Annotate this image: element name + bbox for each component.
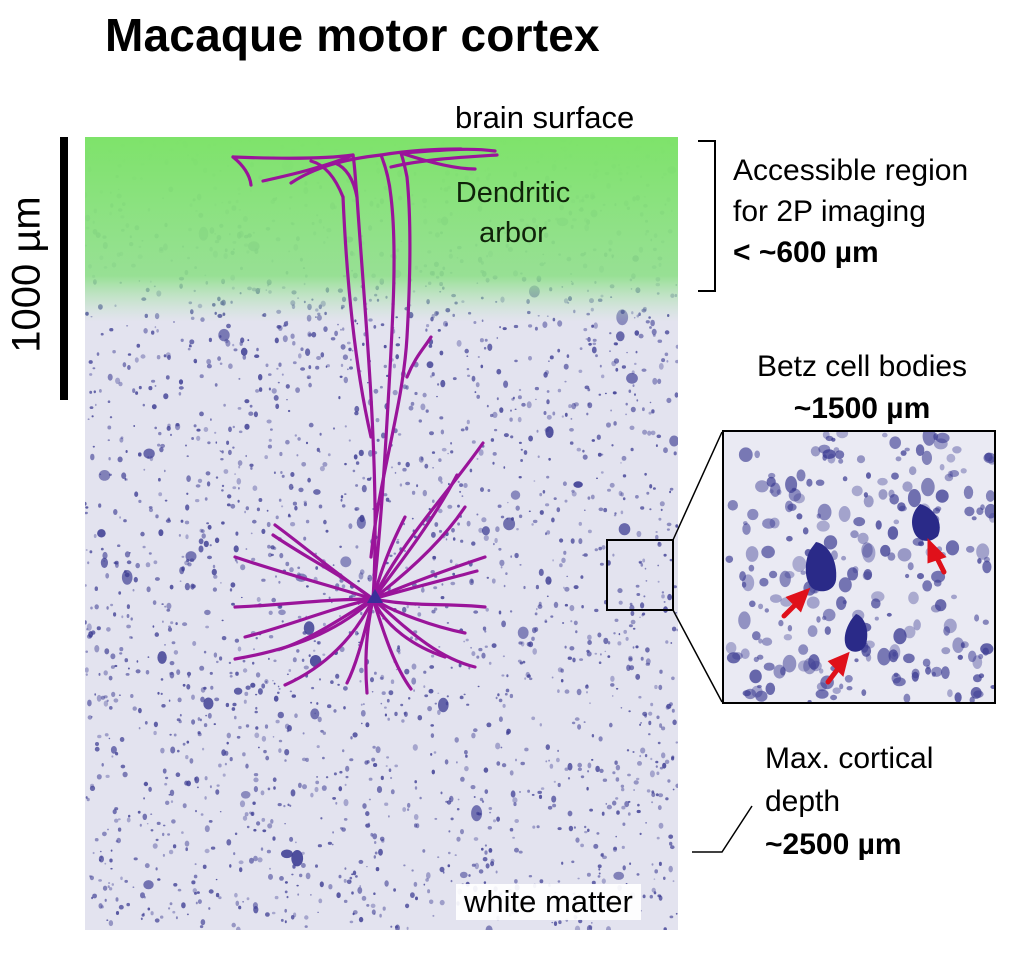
brain-surface-label: brain surface	[455, 100, 635, 135]
inset-magnified-image	[724, 432, 994, 702]
accessible-region-annotation: Accessible region for 2P imaging < ~600 …	[733, 150, 968, 273]
betz-cell-inset	[722, 430, 996, 704]
dendritic-arbor-label: Dendritic arbor	[450, 173, 576, 253]
dendritic-label-line2: arbor	[479, 217, 547, 249]
scale-bar	[60, 137, 68, 400]
arrow-1	[781, 587, 811, 619]
zoom-line-top	[672, 431, 723, 541]
betz-somata	[805, 504, 940, 652]
figure-title: Macaque motor cortex	[105, 9, 600, 61]
max-depth-value: ~2500 µm	[765, 828, 902, 861]
soma-marker	[367, 589, 383, 603]
max-depth-annotation: Max. cortical depth ~2500 µm	[765, 737, 933, 866]
depth-leader-line	[692, 805, 753, 853]
betz-depth-value: ~1500 µm	[793, 392, 931, 425]
arrow-2	[825, 651, 850, 685]
accessible-line2: for 2P imaging	[733, 195, 926, 228]
accessible-region-overlay	[85, 137, 678, 322]
zoom-line-bottom	[672, 609, 723, 703]
betz-line1: Betz cell bodies	[756, 350, 968, 383]
depth-line1: Max. cortical	[765, 742, 934, 775]
white-matter-label: white matter	[456, 884, 641, 920]
accessible-region-bracket	[698, 140, 716, 292]
scale-bar-label: 1000 µm	[4, 196, 49, 353]
depth-line2: depth	[765, 785, 841, 818]
accessible-line1: Accessible region	[733, 154, 969, 187]
cortex-section-image	[85, 137, 678, 930]
arrow-3	[927, 537, 947, 575]
betz-neuron-trace	[231, 147, 499, 695]
betz-annotation: Betz cell bodies ~1500 µm	[738, 346, 986, 430]
red-arrows	[781, 537, 947, 685]
accessible-depth-value: < ~600 µm	[733, 236, 879, 269]
dendritic-label-line1: Dendritic	[455, 177, 571, 209]
